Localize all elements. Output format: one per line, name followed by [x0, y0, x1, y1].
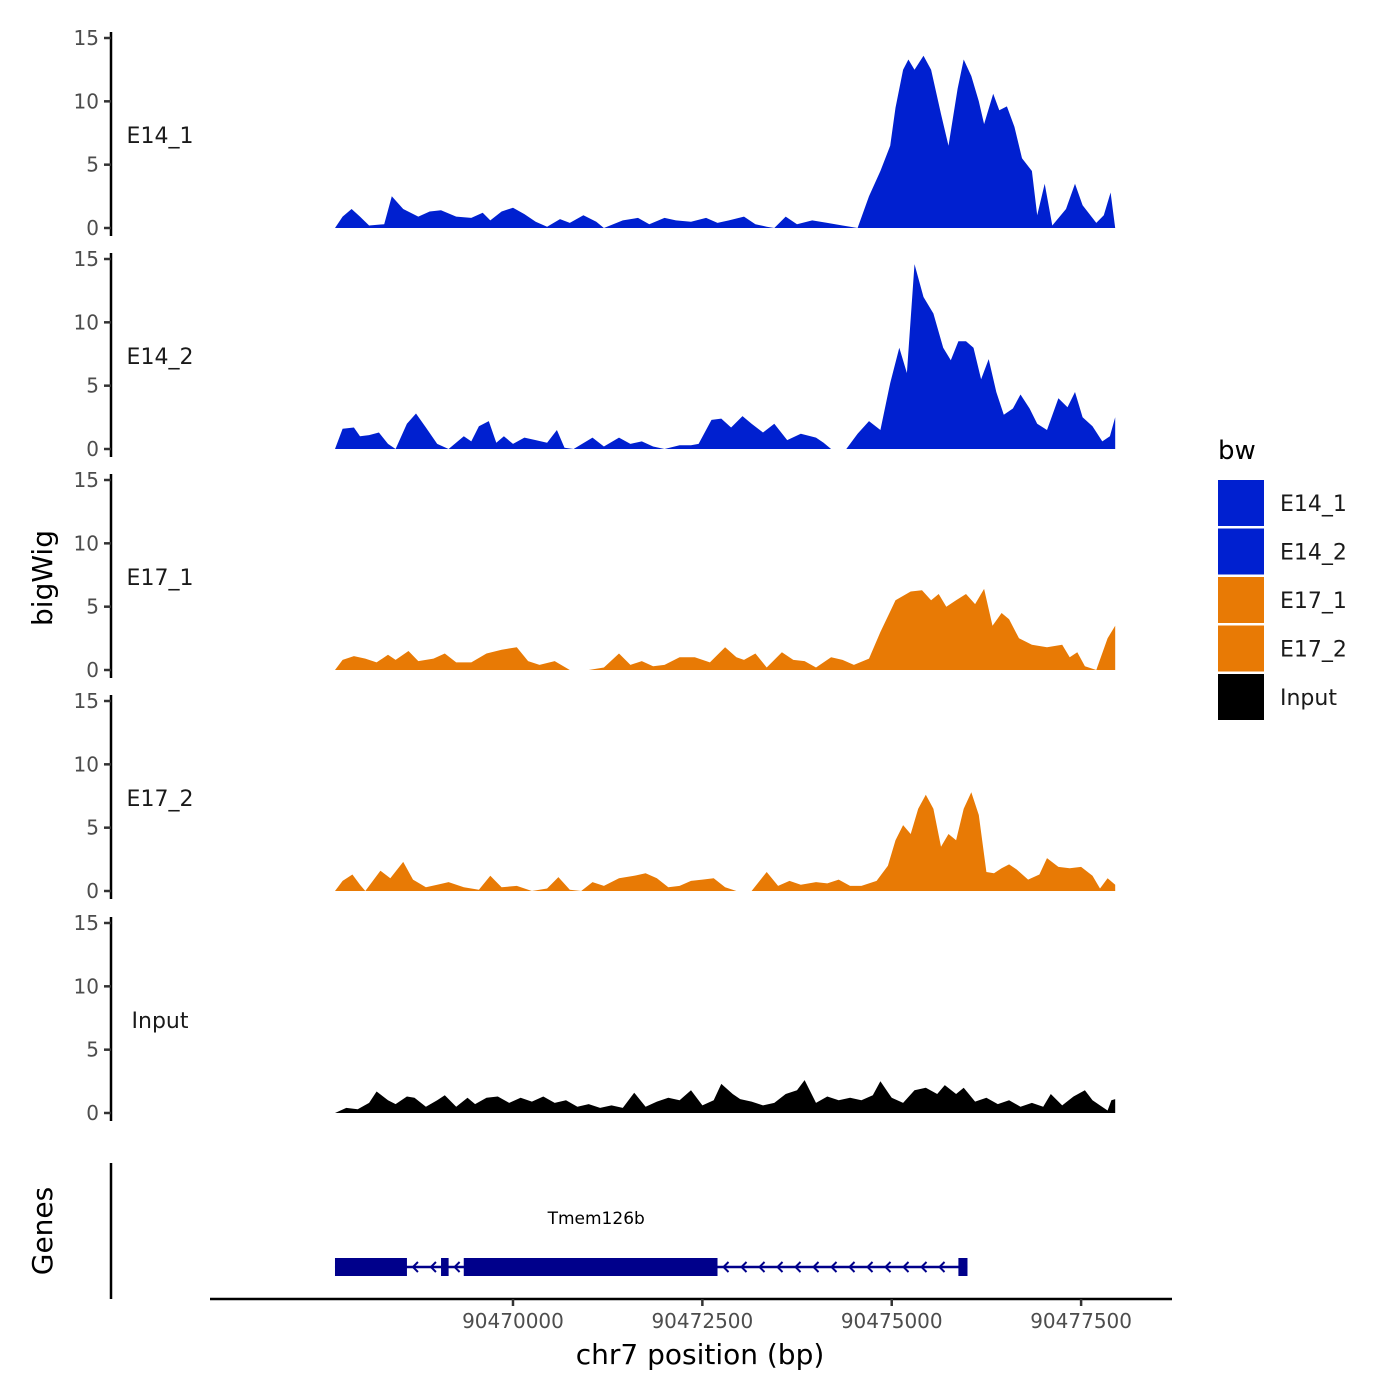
x-tick-label: 90477500 [1030, 1309, 1132, 1333]
strand-arrow [938, 1261, 946, 1273]
strand-arrow [920, 1261, 928, 1273]
y-tick-label: 15 [74, 911, 99, 935]
strand-arrow [812, 1261, 820, 1273]
x-tick-label: 90475000 [841, 1309, 943, 1333]
track-panel-input: 0 5 10 15 Input [74, 911, 1116, 1125]
gene-exon [958, 1258, 968, 1276]
panel-label-e17_2: E17_2 [127, 787, 194, 812]
y-tick-label: 5 [86, 595, 99, 619]
legend-label-e14_1: E14_1 [1280, 492, 1347, 517]
area-series-e17_1 [335, 588, 1116, 670]
area-series-input [335, 1080, 1116, 1113]
track-panel-e14_2: 0 5 10 15 E14_2 [74, 247, 1116, 461]
panels: 0 5 10 15 E14_1 0 5 10 15 E14_2 0 5 10 15 E17_1 0 5 10 15 E… [74, 26, 1116, 1125]
track-panel-e17_2: 0 5 10 15 E17_2 [74, 689, 1116, 903]
gene-model [334, 1258, 968, 1276]
strand-arrow [776, 1261, 784, 1273]
area-series-e17_2 [335, 792, 1116, 891]
strand-arrow [902, 1261, 910, 1273]
y-tick-label: 0 [86, 216, 99, 240]
y-tick-label: 10 [74, 974, 99, 998]
gene-name-label: Tmem126b [547, 1209, 645, 1229]
strand-arrow [884, 1261, 892, 1273]
area-series-e14_1 [335, 55, 1116, 229]
legend-label-e17_1: E17_1 [1280, 589, 1347, 614]
y-tick-label: 5 [86, 1038, 99, 1062]
y-tick-label: 5 [86, 153, 99, 177]
y-tick-label: 10 [74, 531, 99, 555]
y-tick-label: 0 [86, 1101, 99, 1125]
y-tick-label: 15 [74, 468, 99, 492]
legend-swatch-e14_1 [1218, 480, 1264, 526]
gene-exon [441, 1258, 449, 1276]
y-tick-label: 0 [86, 437, 99, 461]
genes-panel: Genes Tmem126b [26, 1163, 968, 1299]
strand-arrow [758, 1261, 766, 1273]
track-panel-e17_1: 0 5 10 15 E17_1 [74, 468, 1116, 682]
y-tick-label: 10 [74, 310, 99, 334]
y-tick-label: 15 [74, 689, 99, 713]
strand-arrow [453, 1261, 461, 1273]
strand-arrow [866, 1261, 874, 1273]
y-tick-label: 15 [74, 26, 99, 50]
track-panel-e14_1: 0 5 10 15 E14_1 [74, 26, 1116, 240]
legend: bw E14_1 E14_2 E17_1 E17_2 Input [1218, 436, 1347, 720]
strand-arrow [429, 1261, 437, 1273]
x-axis-title: chr7 position (bp) [576, 1338, 825, 1371]
area-series-e14_2 [335, 264, 1116, 449]
legend-label-e17_2: E17_2 [1280, 638, 1347, 663]
gene-exon [334, 1258, 407, 1276]
strand-arrow [722, 1261, 730, 1273]
panel-label-input: Input [132, 1009, 189, 1034]
y-tick-label: 5 [86, 374, 99, 398]
y-tick-label: 10 [74, 752, 99, 776]
x-tick-label: 90472500 [651, 1309, 753, 1333]
x-axis: 90470000 90472500 90475000 90477500 [210, 1297, 1172, 1333]
gene-exon [463, 1258, 718, 1276]
legend-title: bw [1218, 436, 1256, 466]
strand-arrow [740, 1261, 748, 1273]
strand-arrow [848, 1261, 856, 1273]
panel-label-e14_1: E14_1 [127, 124, 194, 149]
y-tick-label: 5 [86, 816, 99, 840]
y-tick-label: 15 [74, 247, 99, 271]
strand-arrow [794, 1261, 802, 1273]
y-tick-label: 10 [74, 89, 99, 113]
genes-axis-title: Genes [26, 1187, 59, 1275]
x-tick-label: 90470000 [462, 1309, 564, 1333]
legend-label-e14_2: E14_2 [1280, 541, 1347, 566]
legend-swatch-e17_2 [1218, 625, 1264, 672]
legend-swatch-e17_1 [1218, 577, 1264, 623]
y-tick-label: 0 [86, 658, 99, 682]
panel-label-e14_2: E14_2 [127, 345, 194, 370]
y-tick-label: 0 [86, 879, 99, 903]
legend-swatch-e14_2 [1218, 528, 1264, 575]
panel-label-e17_1: E17_1 [127, 566, 194, 591]
legend-label-input: Input [1280, 686, 1337, 711]
strand-arrow [411, 1261, 419, 1273]
strand-arrow [830, 1261, 838, 1273]
y-axis-title: bigWig [26, 530, 59, 626]
legend-swatch-input [1218, 674, 1264, 720]
